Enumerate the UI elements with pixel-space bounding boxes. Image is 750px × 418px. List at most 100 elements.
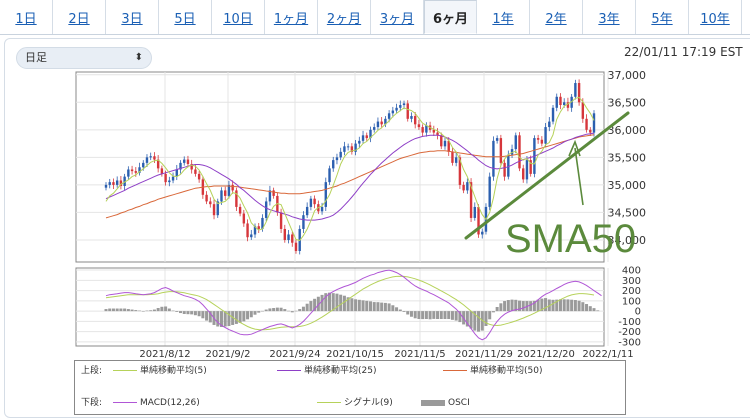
tab-12[interactable]: 3年 bbox=[583, 0, 636, 34]
candle-body bbox=[425, 125, 428, 133]
annotation-label: SMA50 bbox=[505, 217, 636, 261]
osci-bar bbox=[383, 302, 387, 312]
legend-sma5-swatch bbox=[113, 370, 137, 371]
legend-upper-row: 上段: 単純移動平均(5) 単純移動平均(25) 単純移動平均(50) bbox=[81, 364, 542, 378]
candle-body bbox=[525, 160, 529, 180]
indicator-y-tick-label: 200 bbox=[622, 286, 641, 297]
candle-body bbox=[358, 140, 361, 144]
x-tick-label: 2021/9/2 bbox=[206, 349, 251, 360]
osci-bar bbox=[439, 311, 443, 320]
sma25-line bbox=[105, 132, 595, 221]
legend-upper-label: 上段: bbox=[81, 366, 103, 376]
candle-body bbox=[171, 176, 175, 181]
candle-body bbox=[406, 103, 409, 119]
candle-body bbox=[402, 103, 406, 106]
osci-bar bbox=[119, 308, 123, 312]
osci-bar bbox=[551, 299, 555, 312]
tab-3[interactable]: 3日 bbox=[106, 0, 159, 34]
candle-body bbox=[510, 149, 514, 155]
osci-bar bbox=[287, 310, 291, 312]
candle-period-select[interactable]: 日足 ⬍ bbox=[16, 47, 152, 69]
osci-bar bbox=[443, 311, 447, 320]
chart-legend: 上段: 単純移動平均(5) 単純移動平均(25) 単純移動平均(50) 下段: … bbox=[74, 360, 626, 415]
osci-bar bbox=[175, 311, 179, 312]
tab-8[interactable]: 3ヶ月 bbox=[371, 0, 424, 34]
tab-13[interactable]: 5年 bbox=[636, 0, 689, 34]
osci-bar bbox=[540, 298, 544, 312]
candle-body bbox=[127, 169, 130, 177]
osci-bar bbox=[588, 306, 592, 312]
candle-body bbox=[518, 135, 521, 169]
price-y-tick-label: 34,000 bbox=[608, 234, 647, 247]
tab-2[interactable]: 2日 bbox=[53, 0, 106, 34]
osci-bar bbox=[454, 311, 458, 321]
candle-body bbox=[373, 127, 376, 130]
osci-bar bbox=[104, 309, 108, 312]
candle-body bbox=[305, 206, 309, 216]
candle-body bbox=[134, 171, 138, 173]
tab-5[interactable]: 10日 bbox=[212, 0, 265, 34]
osci-bar bbox=[346, 297, 350, 312]
candle-body bbox=[585, 118, 588, 130]
osci-bar bbox=[171, 310, 175, 312]
osci-bar bbox=[395, 307, 399, 312]
candle-body bbox=[227, 184, 231, 196]
osci-bar bbox=[201, 311, 205, 319]
osci-bar bbox=[275, 307, 279, 312]
candle-body bbox=[264, 201, 268, 218]
candle-body bbox=[462, 184, 465, 191]
tab-7[interactable]: 2ヶ月 bbox=[318, 0, 371, 34]
candle-body bbox=[224, 190, 227, 196]
osci-bar bbox=[592, 308, 596, 312]
candle-body bbox=[548, 121, 551, 128]
candle-body bbox=[589, 129, 592, 133]
tab-14[interactable]: 10年 bbox=[689, 0, 742, 34]
legend-osci: OSCI bbox=[421, 396, 470, 410]
legend-sma25-label: 単純移動平均(25) bbox=[304, 366, 377, 376]
candle-body bbox=[395, 107, 398, 111]
legend-lower-label: 下段: bbox=[81, 398, 103, 408]
candle-body bbox=[268, 190, 272, 202]
tab-6[interactable]: 1ヶ月 bbox=[265, 0, 318, 34]
candle-body bbox=[283, 228, 287, 240]
osci-bar bbox=[499, 303, 503, 312]
candle-body bbox=[417, 124, 421, 128]
x-tick-label: 2021/11/5 bbox=[394, 349, 445, 360]
price-y-tick-label: 37,000 bbox=[608, 69, 647, 82]
tab-1[interactable]: 1日 bbox=[0, 0, 53, 34]
osci-bar bbox=[510, 299, 514, 312]
osci-bar bbox=[294, 310, 298, 312]
tab-11[interactable]: 2年 bbox=[530, 0, 583, 34]
indicator-y-tick-label: -300 bbox=[618, 337, 641, 348]
tab-10[interactable]: 1年 bbox=[477, 0, 530, 34]
osci-bar bbox=[156, 308, 160, 312]
legend-signal: シグナル(9) bbox=[317, 396, 393, 410]
candle-body bbox=[287, 234, 290, 240]
price-y-tick-label: 34,500 bbox=[608, 206, 647, 219]
indicator-y-tick-label: 300 bbox=[622, 276, 641, 287]
sma5-line bbox=[105, 96, 595, 242]
osci-bar bbox=[380, 302, 384, 312]
osci-bar bbox=[164, 306, 168, 312]
candle-body bbox=[507, 154, 510, 177]
tab-4[interactable]: 5日 bbox=[159, 0, 212, 34]
candle-body bbox=[246, 223, 249, 238]
candle-body bbox=[343, 146, 346, 152]
candle-body bbox=[302, 215, 305, 229]
candle-body bbox=[376, 121, 380, 128]
trend-line-annotation bbox=[464, 111, 630, 240]
candle-body bbox=[104, 184, 108, 188]
osci-bar bbox=[134, 310, 138, 312]
legend-sma50: 単純移動平均(50) bbox=[443, 364, 542, 378]
sma50-line bbox=[105, 134, 595, 219]
osci-bar bbox=[227, 311, 231, 326]
x-tick-label: 2022/1/11 bbox=[582, 349, 633, 360]
osci-bar bbox=[290, 311, 294, 313]
legend-signal-label: シグナル(9) bbox=[344, 398, 393, 408]
osci-bar bbox=[406, 311, 410, 315]
tab-9[interactable]: 6ヶ月 bbox=[424, 0, 477, 34]
osci-bar bbox=[402, 311, 406, 312]
osci-bar bbox=[242, 311, 246, 322]
indicator-y-tick-label: -100 bbox=[618, 317, 641, 328]
candle-body bbox=[354, 143, 357, 152]
